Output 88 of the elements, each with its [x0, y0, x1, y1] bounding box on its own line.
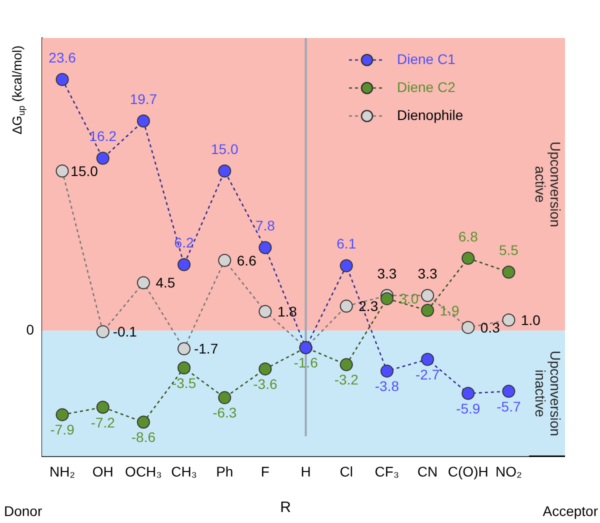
data-label: -3.8 — [374, 378, 400, 394]
point — [218, 254, 232, 267]
data-label: 6.6 — [236, 252, 257, 268]
point — [340, 358, 353, 372]
data-label: 3.3 — [418, 266, 438, 282]
data-label: 4.5 — [156, 274, 176, 291]
data-label: -7.9 — [50, 422, 75, 438]
data-label: 6.1 — [336, 236, 356, 252]
point — [380, 364, 394, 378]
point — [218, 164, 232, 178]
data-label: 19.7 — [130, 91, 158, 107]
x-tick-label: C(O)H — [448, 463, 488, 480]
data-label: -1.6 — [294, 354, 318, 371]
x-tick-label: OCH₃ — [125, 463, 162, 480]
data-label: -3.2 — [334, 372, 359, 388]
point — [502, 266, 516, 279]
point — [340, 300, 353, 313]
data-label: 1.0 — [520, 312, 541, 328]
point — [258, 304, 272, 318]
x-tick-label: CH₃ — [171, 463, 198, 480]
y-axis-title: ΔGup (kcal/mol) — [10, 46, 26, 134]
data-label: 2.3 — [358, 298, 378, 314]
point — [96, 152, 110, 165]
band-label: Upconversion active — [532, 142, 564, 228]
point — [56, 164, 69, 178]
point — [421, 304, 434, 317]
data-label: 0.3 — [480, 319, 500, 336]
point — [258, 362, 272, 376]
data-label: 5.5 — [498, 242, 519, 258]
data-label: -1.7 — [194, 340, 218, 357]
point — [96, 400, 110, 414]
legend-label: Dienophile — [397, 106, 464, 123]
data-label: -7.2 — [90, 414, 116, 430]
data-label: 6.2 — [174, 234, 194, 251]
text: 0 — [26, 321, 34, 338]
data-label: -0.1 — [112, 324, 138, 340]
data-label: -3.6 — [253, 376, 278, 392]
data-label: 16.2 — [89, 128, 117, 144]
point — [502, 384, 516, 398]
legend-label: Diene C2 — [397, 78, 456, 95]
point — [340, 259, 353, 272]
x-tick-label: H — [300, 463, 311, 480]
point — [178, 361, 191, 374]
data-label: 1.9 — [440, 302, 460, 318]
data-label: -2.7 — [415, 366, 440, 382]
x-tick-label: Ph — [216, 463, 234, 480]
point — [136, 416, 150, 429]
point — [56, 73, 69, 86]
point — [178, 342, 191, 356]
x-tick-label: F — [260, 463, 270, 480]
point — [502, 313, 516, 326]
point — [421, 289, 434, 302]
data-label: -6.3 — [212, 404, 237, 421]
x-tick-label: Cl — [340, 463, 353, 480]
point — [178, 258, 191, 272]
point — [136, 276, 150, 290]
text: Donor — [4, 503, 42, 519]
x-tick-label: CN — [417, 463, 438, 480]
point — [258, 241, 272, 254]
x-tick-label: OH — [92, 463, 114, 480]
data-label: -8.6 — [131, 429, 156, 446]
data-label: 3.0 — [399, 290, 419, 307]
data-label: 6.8 — [458, 228, 478, 244]
point — [462, 252, 475, 265]
point — [96, 325, 110, 338]
point — [462, 386, 475, 400]
data-label: -5.7 — [496, 398, 521, 414]
data-label: 3.3 — [377, 266, 397, 282]
text: Acceptor — [542, 503, 598, 519]
point — [380, 292, 394, 306]
x-axis-title: R — [280, 499, 292, 516]
band-label: Upconversion inactive — [532, 350, 564, 436]
data-label: 7.8 — [255, 218, 276, 234]
point — [136, 114, 150, 128]
point — [462, 320, 475, 334]
x-tick-label: CF₃ — [374, 463, 400, 480]
point — [218, 391, 232, 404]
data-label: 15.0 — [70, 163, 98, 180]
point — [56, 408, 69, 422]
x-tick-label: NO₂ — [495, 463, 522, 480]
data-label: 1.8 — [277, 303, 298, 320]
point — [421, 352, 434, 366]
data-label: -3.5 — [172, 374, 196, 391]
x-tick-label: NH₂ — [49, 463, 76, 480]
data-label: -5.9 — [456, 400, 480, 416]
data-label: 15.0 — [211, 141, 238, 158]
legend-label: Diene C1 — [397, 50, 456, 67]
data-label: 23.6 — [48, 50, 76, 66]
